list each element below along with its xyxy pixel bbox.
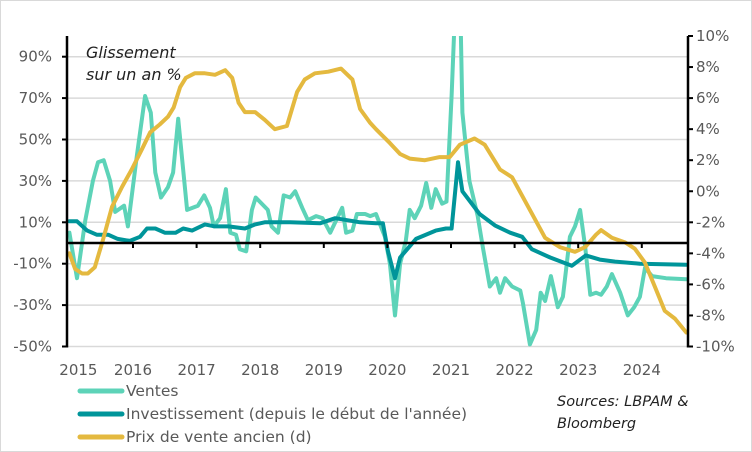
legend-label-investissement: Investissement (depuis le début de l'ann… — [126, 405, 467, 423]
x-axis-tick-label: 2020 — [368, 361, 406, 379]
right-axis-tick-label: 8% — [696, 58, 720, 76]
right-axis-tick-label: -2% — [696, 213, 725, 231]
right-axis-tick-label: 2% — [696, 151, 720, 169]
x-axis-tick-label: 2024 — [623, 361, 661, 379]
legend-label-ventes: Ventes — [126, 382, 178, 400]
left-axis-tick-label: 30% — [19, 172, 52, 190]
x-axis-tick-label: 2017 — [178, 361, 216, 379]
x-axis-tick-label: 2023 — [559, 361, 597, 379]
source-line-1: Sources: LBPAM & — [557, 394, 689, 410]
series-line-2 — [67, 66, 688, 335]
right-axis-tick-label: 0% — [696, 182, 720, 200]
x-axis-tick-label: 2022 — [496, 361, 534, 379]
left-axis-tick-label: -10% — [13, 255, 52, 273]
annotation-line-1: Glissement — [86, 43, 176, 62]
left-axis-tick-label: 70% — [19, 89, 52, 107]
x-axis-tick-label: 2021 — [432, 361, 470, 379]
left-axis-tick-label: -50% — [13, 338, 52, 356]
x-axis-tick-label: 2015 — [59, 361, 97, 379]
left-axis-tick-label: -30% — [13, 296, 52, 314]
gridlines — [67, 55, 688, 348]
axes — [62, 35, 693, 348]
annotation-line-2: sur un an % — [86, 65, 182, 84]
right-axis-tick-label: -10% — [696, 338, 735, 356]
series-line-1 — [67, 160, 688, 281]
x-axis-tick-label: 2018 — [241, 361, 279, 379]
right-axis-tick-label: 10% — [696, 27, 729, 45]
right-axis-tick-label: 6% — [696, 89, 720, 107]
x-axis-tick-label: 2019 — [305, 361, 343, 379]
tick-labels: 90% 70% 50% 30% 10% -10% -30% -50% 10% 8% 6% 4% 2% 0%… — [13, 27, 735, 379]
left-axis-tick-label: 90% — [19, 48, 52, 66]
x-axis-tick-label: 2016 — [114, 361, 152, 379]
right-axis-tick-label: 4% — [696, 120, 720, 138]
legend-label-prix: Prix de vente ancien (d) — [126, 428, 312, 446]
source-line-2: Bloomberg — [557, 416, 636, 432]
right-axis-tick-label: -8% — [696, 306, 725, 324]
right-axis-tick-label: -4% — [696, 244, 725, 262]
left-axis-tick-label: 10% — [19, 213, 52, 231]
legend: Ventes Investissement (depuis le début d… — [77, 382, 467, 446]
left-axis-tick-label: 50% — [19, 131, 52, 149]
series-lines — [67, 36, 688, 347]
right-axis-tick-label: -6% — [696, 275, 725, 293]
